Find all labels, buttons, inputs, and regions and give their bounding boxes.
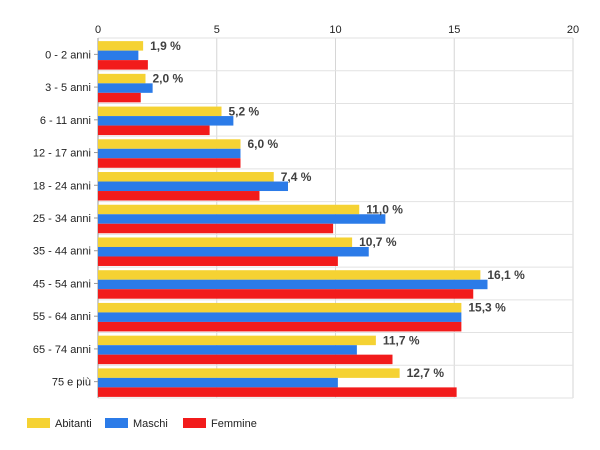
category-label: 65 - 74 anni [33, 344, 91, 356]
bar-abitanti-10 [98, 368, 400, 378]
bar-abitanti-2 [98, 106, 222, 117]
bar-maschi-0 [98, 50, 139, 61]
x-tick-label: 5 [214, 24, 220, 36]
bar-femmine-4 [98, 191, 260, 201]
category-label: 3 - 5 anni [45, 82, 91, 94]
bar-abitanti-3 [98, 139, 241, 149]
bar-femmine-10 [98, 387, 457, 397]
bar-femmine-1 [98, 92, 141, 103]
bar-maschi-7 [98, 279, 488, 290]
x-axis-ticks: 0 5 10 15 20 [95, 24, 579, 36]
bar-femmine-5 [98, 223, 334, 234]
bar-abitanti-7 [98, 270, 481, 280]
bar-femmine-9 [98, 354, 393, 365]
category-label: 55 - 64 anni [33, 311, 91, 323]
bar-maschi-6 [98, 246, 369, 257]
bar-maschi-9 [98, 345, 357, 355]
data-label: 15,3 % [468, 301, 506, 315]
category-label: 18 - 24 anni [33, 180, 91, 192]
data-label: 11,0 % [366, 203, 403, 217]
bars [98, 41, 488, 397]
legend-label: Femmine [211, 418, 257, 430]
data-label: 2,0 % [153, 72, 184, 86]
bar-femmine-8 [98, 321, 462, 332]
data-label: 7,4 % [281, 170, 312, 184]
bar-abitanti-4 [98, 172, 274, 182]
bar-abitanti-5 [98, 204, 360, 215]
bar-abitanti-9 [98, 335, 376, 346]
bar-maschi-10 [98, 377, 338, 388]
bar-maschi-8 [98, 312, 462, 322]
category-label: 35 - 44 anni [33, 246, 91, 258]
bar-abitanti-6 [98, 237, 353, 247]
category-label: 75 e più [52, 377, 91, 389]
bar-abitanti-0 [98, 41, 144, 51]
data-label: 10,7 % [359, 235, 397, 249]
x-tick-label: 10 [329, 24, 341, 36]
bar-femmine-0 [98, 60, 148, 70]
legend-swatch-abitanti [27, 418, 50, 428]
category-axis: 0 - 2 anni 3 - 5 anni 6 - 11 anni 12 - 17 a… [33, 49, 98, 389]
x-tick-label: 15 [448, 24, 460, 36]
category-label: 45 - 54 anni [33, 278, 91, 290]
category-label: 6 - 11 anni [40, 115, 91, 127]
bar-abitanti-1 [98, 73, 146, 84]
data-label: 16,1 % [487, 268, 525, 282]
bar-maschi-3 [98, 148, 241, 159]
category-label: 0 - 2 anni [45, 49, 91, 61]
bar-maschi-1 [98, 83, 153, 93]
bar-femmine-3 [98, 158, 241, 168]
data-label: 11,7 % [383, 333, 420, 347]
bar-femmine-6 [98, 256, 338, 266]
bar-maschi-4 [98, 181, 288, 192]
category-label: 25 - 34 anni [33, 213, 91, 225]
bar-maschi-2 [98, 116, 234, 126]
bar-abitanti-8 [98, 302, 462, 313]
category-label: 12 - 17 anni [33, 148, 91, 160]
bar-femmine-2 [98, 125, 210, 136]
bar-maschi-5 [98, 214, 386, 224]
legend-label: Abitanti [55, 418, 92, 430]
legend-swatch-femmine [183, 418, 206, 428]
data-label: 5,2 % [229, 104, 260, 118]
data-label: 1,9 % [150, 39, 181, 53]
x-tick-label: 20 [567, 24, 579, 36]
data-label: 12,7 % [407, 366, 445, 380]
legend-swatch-maschi [105, 418, 128, 428]
data-labels: 1,9 % 2,0 % 5,2 % 6,0 % 7,4 % 11,0 % 10,7 % 16,… [150, 39, 525, 380]
bar-femmine-7 [98, 289, 474, 299]
data-label: 6,0 % [248, 137, 279, 151]
legend: Abitanti Maschi Femmine [27, 418, 257, 430]
x-tick-label: 0 [95, 24, 101, 36]
legend-label: Maschi [133, 418, 168, 430]
